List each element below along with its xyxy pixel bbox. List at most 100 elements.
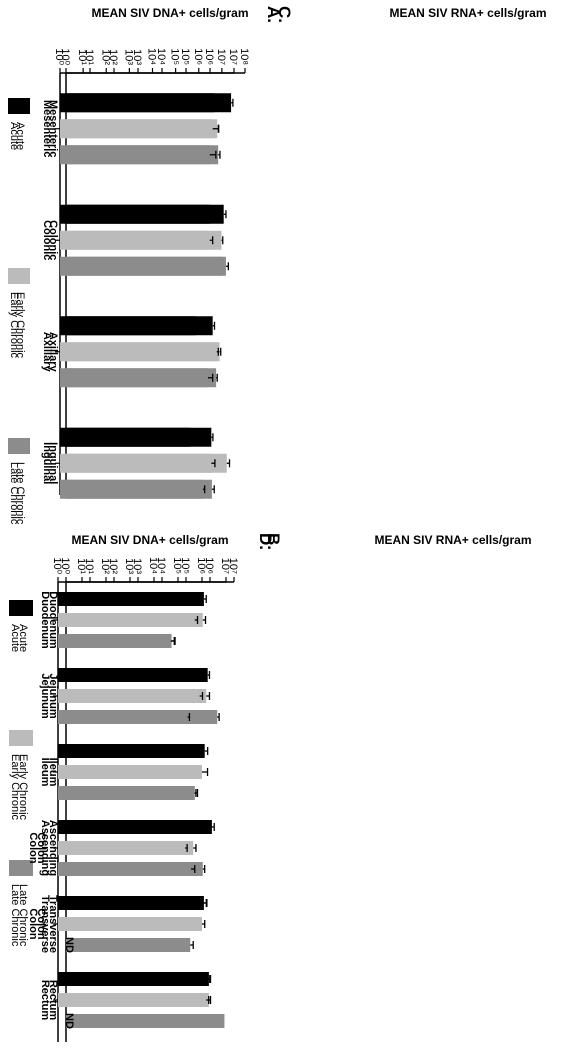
bar-acute [58, 972, 209, 986]
legend-label: Early Chronic [17, 754, 29, 821]
x-tick-label: Transverse [39, 895, 51, 953]
y-tick-label: 10³ [123, 558, 135, 574]
x-tick-label: Colon [35, 832, 47, 863]
x-tick-label: Colonic [41, 220, 53, 260]
y-tick-label: 10⁶ [192, 48, 204, 65]
panel-label: A. [264, 6, 283, 23]
bar-acute [58, 668, 197, 682]
y-tick-label: 10⁷ [227, 49, 239, 65]
panel-label: B. [264, 533, 283, 550]
bar-acute [60, 427, 212, 447]
legend-swatch-early-chronic [9, 730, 25, 746]
y-tick-label: 10⁶ [203, 48, 215, 65]
bar-late-chronic [60, 479, 203, 499]
bar-late-chronic [57, 710, 188, 724]
bar-acute [58, 896, 204, 910]
y-axis-title: MEAN SIV DNA+ cells/gram [71, 533, 228, 547]
y-tick-label: 10⁴ [146, 48, 158, 65]
y-tick-label: 10¹ [75, 558, 87, 574]
bar-early-chronic [60, 453, 212, 473]
panel-label: D. [256, 533, 275, 550]
not-detected-label: ND [63, 937, 75, 953]
x-tick-label: Inguinal [47, 442, 59, 484]
legend-label: Late Chronic [9, 884, 21, 947]
y-tick-label: 10⁶ [195, 557, 207, 574]
y-tick-label: 10⁰ [51, 557, 63, 574]
x-tick-label: Rectum [39, 980, 51, 1021]
y-tick-label: 10⁴ [155, 557, 167, 574]
y-tick-label: 10⁵ [169, 48, 181, 65]
x-tick-label: Duodenum [39, 591, 51, 649]
bar-early-chronic [57, 689, 200, 703]
bar-acute [58, 820, 210, 834]
panel-c: C.10⁰ 10¹ 10² 10³ 10⁴ 10⁵ 10⁶ 10⁷ 10⁸MesentericC… [8, 6, 294, 525]
y-tick-label: 10³ [131, 49, 143, 65]
y-axis-title: MEAN SIV RNA+ cells/gram [389, 6, 546, 20]
x-tick-label: Colon [27, 832, 39, 863]
legend-label: Acute [14, 122, 26, 150]
legend-label: Acute [9, 624, 21, 652]
bar-late-chronic [58, 634, 171, 648]
x-tick-label: Jejunum [39, 673, 51, 718]
x-tick-label: Axillary [41, 332, 53, 373]
y-tick-label: 10⁵ [171, 557, 183, 574]
bar-early-chronic [57, 993, 207, 1007]
y-tick-label: 10⁷ [219, 558, 231, 574]
y-tick-label: 10⁴ [147, 557, 159, 574]
y-tick-label: 10⁶ [203, 557, 215, 574]
legend-label: Early Chronic [9, 754, 21, 821]
legend-label: Early Chronic [8, 292, 20, 359]
y-tick-label: 10² [107, 558, 119, 574]
y-tick-label: 10¹ [76, 49, 88, 65]
x-tick-label: Mesenteric [47, 100, 59, 157]
y-tick-label: 10⁵ [179, 557, 191, 574]
legend-label: Acute [17, 624, 29, 652]
y-axis-title: MEAN SIV DNA+ cells/gram [91, 6, 248, 20]
bar-early-chronic [58, 841, 186, 855]
y-tick-label: 10⁰ [59, 48, 71, 65]
bar-acute [60, 204, 224, 224]
bar-acute [58, 744, 202, 758]
bar-late-chronic [58, 786, 195, 800]
legend-swatch-acute [9, 600, 25, 616]
legend-swatch-late-chronic [9, 860, 25, 876]
y-tick-label: 10² [99, 558, 111, 574]
bar-early-chronic [60, 119, 213, 139]
y-tick-label: 10³ [131, 558, 143, 574]
bar-late-chronic [58, 862, 192, 876]
y-tick-label: 10¹ [83, 558, 95, 574]
x-tick-label: Colon [27, 908, 39, 939]
bar-early-chronic [58, 917, 202, 931]
y-tick-label: 10⁴ [155, 48, 167, 65]
bar-early-chronic [60, 230, 210, 250]
legend-swatch-early-chronic [8, 268, 24, 284]
bar-early-chronic [58, 613, 195, 627]
bar-early-chronic [60, 342, 217, 362]
x-tick-label: Inguinal [41, 442, 53, 484]
y-tick-label: 10⁷ [227, 558, 239, 574]
legend-label: Acute [8, 122, 20, 150]
legend-label: Late Chronic [17, 884, 29, 947]
bar-acute [60, 316, 213, 336]
legend-swatch-late-chronic [8, 438, 24, 454]
bar-late-chronic [60, 368, 208, 388]
y-tick-label: 10³ [122, 49, 134, 65]
x-tick-label: Ileum [39, 758, 51, 787]
legend-label: Early Chronic [14, 292, 26, 359]
y-tick-label: 10² [107, 49, 119, 65]
x-tick-label: Axillary [47, 332, 59, 373]
bar-early-chronic [58, 765, 202, 779]
y-axis-title: MEAN SIV RNA+ cells/gram [374, 533, 531, 547]
y-tick-label: 10² [99, 49, 111, 65]
x-tick-label: Mesenteric [41, 100, 53, 157]
y-tick-label: 10¹ [83, 49, 95, 65]
legend-swatch-acute [8, 98, 24, 114]
x-tick-label: Colonic [47, 220, 59, 260]
y-tick-label: 10⁰ [59, 557, 71, 574]
panel-d: D. 10⁰ 10¹ 10² 10³ 10⁴ 10⁵ 10⁶ 10⁷ Duodenum Jejunu… [9, 533, 275, 1042]
bar-acute [60, 93, 232, 113]
panel-label: C. [275, 6, 294, 23]
not-detected-label: ND [63, 1013, 75, 1029]
x-tick-label: Ascending [39, 820, 51, 876]
